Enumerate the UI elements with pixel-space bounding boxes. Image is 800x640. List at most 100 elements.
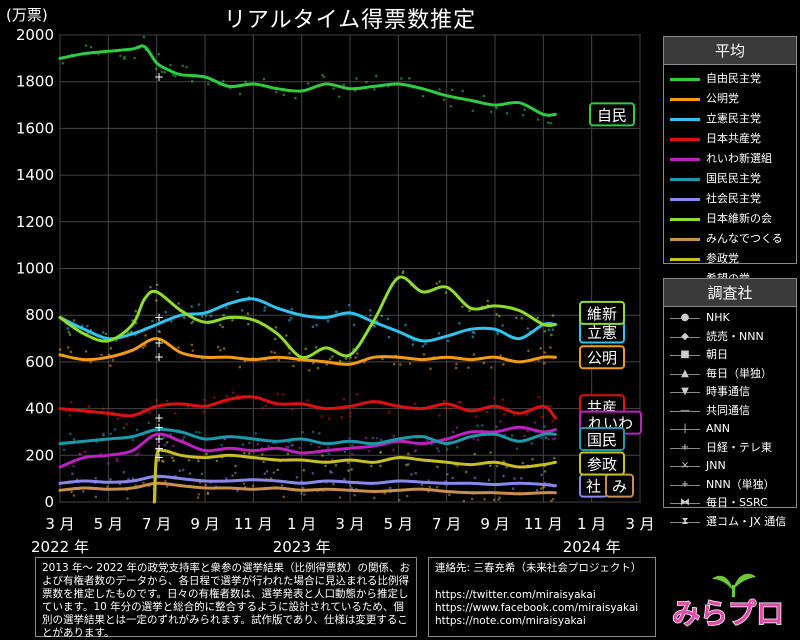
poll-point bbox=[197, 303, 201, 306]
poll-point bbox=[347, 303, 351, 307]
y-tick-label: 0 bbox=[44, 493, 54, 511]
poll-point bbox=[122, 426, 126, 429]
poll-point bbox=[476, 424, 479, 428]
poll-point bbox=[165, 485, 169, 488]
series-line bbox=[58, 481, 557, 496]
poll-point bbox=[288, 351, 291, 355]
poll-point bbox=[551, 419, 554, 423]
poll-point bbox=[109, 347, 113, 350]
legend-average-item: 日本維新の会 bbox=[664, 209, 796, 229]
contact-link-facebook[interactable]: https://www.facebook.com/miraisyakai bbox=[435, 602, 639, 614]
poll-point bbox=[355, 77, 358, 80]
poll-point bbox=[83, 450, 87, 453]
poll-point bbox=[68, 333, 72, 336]
poll-point bbox=[539, 347, 542, 350]
poll-point bbox=[468, 309, 471, 312]
poll-point bbox=[126, 497, 129, 500]
poll-point bbox=[317, 445, 321, 449]
legend-label: 参政党 bbox=[706, 252, 739, 265]
poll-point bbox=[472, 437, 475, 440]
poll-point bbox=[331, 355, 334, 358]
series-end-label-box bbox=[579, 451, 625, 476]
poll-point bbox=[68, 414, 72, 417]
poll-point bbox=[375, 74, 378, 78]
legend-average: 平均 自由民主党 公明党 立憲民主党 日本共産党 れいわ新選組 国民民主党 社会民主党 日本維… bbox=[663, 36, 797, 285]
series-line bbox=[58, 395, 557, 420]
poll-point bbox=[181, 64, 185, 68]
poll-point bbox=[495, 106, 498, 110]
poll-point bbox=[458, 321, 461, 325]
poll-point bbox=[205, 452, 208, 456]
poll-point bbox=[549, 121, 553, 125]
legend-pollster-line bbox=[670, 447, 700, 449]
series-end-label: み bbox=[612, 478, 627, 496]
poll-point bbox=[142, 35, 146, 39]
poll-point bbox=[78, 452, 82, 456]
y-tick-label: 400 bbox=[25, 400, 54, 418]
poll-point bbox=[347, 469, 350, 472]
poll-point bbox=[505, 112, 509, 115]
legend-swatch bbox=[670, 78, 700, 81]
poll-point bbox=[436, 447, 439, 450]
poll-point bbox=[489, 451, 492, 454]
poll-point bbox=[437, 449, 440, 453]
series-end-label-box bbox=[579, 426, 625, 451]
poll-point bbox=[495, 313, 499, 316]
poll-point bbox=[190, 80, 194, 83]
poll-point bbox=[241, 443, 245, 446]
poll-point bbox=[527, 349, 530, 353]
x-tick-label: 5 月 bbox=[384, 515, 413, 533]
poll-point bbox=[514, 316, 518, 320]
poll-point bbox=[544, 436, 548, 440]
election-result-marker: + bbox=[154, 70, 164, 84]
poll-point bbox=[248, 452, 251, 455]
poll-point bbox=[348, 484, 352, 487]
poll-point bbox=[535, 488, 539, 492]
election-result-marker: + bbox=[154, 311, 164, 325]
poll-point bbox=[109, 432, 113, 436]
poll-point bbox=[212, 396, 216, 399]
poll-point bbox=[448, 407, 452, 410]
poll-point bbox=[206, 491, 210, 495]
poll-point bbox=[163, 443, 167, 447]
x-tick-label: 3 月 bbox=[45, 515, 74, 533]
poll-point bbox=[446, 339, 450, 343]
contact-link-note[interactable]: https://note.com/miraisyakai bbox=[435, 615, 586, 627]
poll-point bbox=[503, 412, 506, 416]
poll-point bbox=[321, 454, 324, 457]
contact-link-twitter[interactable]: https://twitter.com/miraisyakai bbox=[435, 589, 596, 601]
pollster-marker-icon: + bbox=[680, 441, 690, 453]
poll-point bbox=[277, 358, 281, 362]
legend-swatch bbox=[670, 158, 700, 161]
poll-point bbox=[327, 417, 331, 420]
y-tick-label: 800 bbox=[25, 306, 54, 324]
poll-point bbox=[311, 325, 315, 329]
series-end-label-box bbox=[589, 102, 635, 127]
series-end-label: 自民 bbox=[597, 106, 627, 124]
poll-point bbox=[387, 411, 391, 414]
poll-point bbox=[246, 312, 250, 315]
poll-point bbox=[206, 82, 210, 86]
poll-point bbox=[82, 490, 85, 493]
poll-point bbox=[116, 417, 120, 421]
legend-label: れいわ新選組 bbox=[706, 152, 772, 165]
poll-point bbox=[301, 486, 305, 490]
poll-point bbox=[311, 471, 315, 475]
poll-point bbox=[188, 472, 192, 475]
poll-point bbox=[141, 346, 145, 349]
poll-point bbox=[322, 75, 326, 79]
poll-point bbox=[272, 471, 276, 474]
poll-point bbox=[160, 70, 164, 74]
poll-point bbox=[543, 470, 547, 473]
poll-point bbox=[369, 309, 372, 312]
poll-point bbox=[200, 315, 204, 318]
poll-point bbox=[399, 363, 402, 366]
pollster-marker-icon: ◆ bbox=[681, 330, 689, 342]
poll-point bbox=[186, 405, 190, 409]
poll-point bbox=[539, 487, 543, 490]
poll-point bbox=[202, 398, 206, 402]
poll-point bbox=[353, 493, 356, 497]
poll-point bbox=[119, 54, 122, 58]
poll-point bbox=[526, 429, 530, 433]
poll-point bbox=[424, 342, 427, 346]
